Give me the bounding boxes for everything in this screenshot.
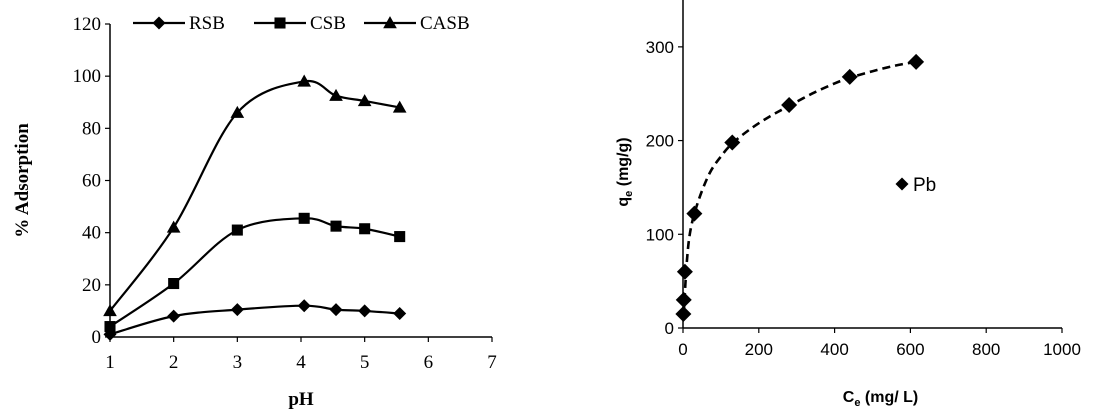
- legend: Pb: [895, 175, 936, 196]
- data-point-casb: [166, 220, 181, 233]
- legend-marker: [895, 177, 909, 191]
- fit-curve: [682, 60, 917, 315]
- x-axis-label-subscript: e: [854, 397, 860, 409]
- data-point-casb: [230, 105, 245, 118]
- data-point-csb: [231, 224, 243, 236]
- data-point-rsb: [329, 303, 343, 317]
- data-point-casb: [357, 94, 372, 107]
- series-layer: [103, 74, 407, 341]
- y-tick-label: 100: [73, 66, 102, 87]
- y-axis-label: % Adsorption: [12, 123, 33, 238]
- data-point-csb: [394, 231, 406, 243]
- legend-marker: [383, 16, 397, 29]
- data-point-pb: [781, 96, 798, 113]
- y-axis-label: qe (mg/g): [615, 137, 635, 206]
- y-axis-label-main: q: [615, 197, 632, 207]
- fit-line-layer: [682, 60, 917, 315]
- y-tick-label: 20: [82, 275, 101, 296]
- x-tick-label: 400: [820, 340, 848, 359]
- x-tick-label: 5: [360, 352, 370, 373]
- x-axis-label: pH: [288, 389, 314, 410]
- data-point-pb: [908, 53, 925, 70]
- y-axis-label-subscript: e: [623, 191, 635, 197]
- data-point-csb: [330, 220, 342, 232]
- tick-labels: 0 20 40 60 80 100 120 1 2 3 4 5 6 7: [73, 14, 497, 373]
- x-tick-label: 3: [233, 352, 243, 373]
- data-point-csb: [359, 223, 371, 235]
- data-point-rsb: [393, 307, 407, 321]
- x-tick-label: 1000: [1043, 340, 1081, 359]
- axes: [105, 23, 493, 342]
- y-tick-label: 200: [646, 132, 674, 151]
- legend-label: Pb: [913, 175, 936, 196]
- data-point-pb: [675, 291, 692, 308]
- x-tick-label: 6: [424, 352, 434, 373]
- y-tick-label: 40: [82, 223, 101, 244]
- data-point-rsb: [167, 309, 181, 323]
- x-tick-label: 200: [745, 340, 773, 359]
- data-point-csb: [298, 212, 310, 224]
- x-tick-label: 0: [678, 340, 687, 359]
- legend-label: CASB: [420, 13, 470, 34]
- x-axis-label-main: C: [843, 389, 855, 406]
- data-point-rsb: [297, 299, 311, 313]
- x-tick-label: 2: [169, 352, 179, 373]
- chart-adsorption-vs-ph: 0 20 40 60 80 100 120 1 2 3 4 5 6 7 RSB CSB CASB pH % A…: [12, 13, 497, 410]
- legend-marker: [152, 16, 166, 30]
- series-layer: [675, 53, 925, 322]
- x-axis-label: Ce (mg/ L): [843, 389, 918, 409]
- chart-qe-vs-ce: 0 100 200 300 0 200 400 600 800 1000 Pb Ce (mg/ L…: [615, 0, 1081, 409]
- legend: RSB CSB CASB: [133, 13, 470, 34]
- data-point-pb: [686, 205, 703, 222]
- x-tick-label: 4: [296, 352, 306, 373]
- tick-labels: 0 100 200 300 0 200 400 600 800 1000: [646, 38, 1081, 359]
- legend-label: RSB: [189, 13, 225, 34]
- x-tick-label: 7: [487, 352, 497, 373]
- series-line-rsb: [109, 304, 400, 336]
- data-point-casb: [329, 88, 343, 101]
- legend-label: CSB: [310, 13, 346, 34]
- data-point-rsb: [358, 304, 372, 318]
- y-axis-label-unit: (mg/g): [615, 137, 632, 190]
- data-point-casb: [297, 74, 312, 87]
- x-axis-label-unit: (mg/ L): [860, 389, 918, 406]
- data-point-pb: [676, 263, 693, 280]
- legend-marker: [274, 17, 286, 29]
- data-point-csb: [168, 278, 180, 290]
- x-tick-label: 800: [972, 340, 1000, 359]
- y-tick-label: 0: [665, 319, 674, 338]
- x-tick-label: 600: [896, 340, 924, 359]
- y-tick-label: 60: [82, 171, 101, 192]
- y-tick-label: 80: [82, 118, 101, 139]
- data-point-casb: [392, 100, 407, 113]
- data-point-pb: [841, 68, 858, 85]
- axes: [678, 0, 1063, 333]
- y-tick-label: 0: [92, 327, 102, 348]
- series-line-casb: [109, 79, 400, 312]
- data-point-pb: [724, 134, 741, 151]
- y-tick-label: 300: [646, 38, 674, 57]
- y-tick-label: 100: [646, 225, 674, 244]
- x-tick-label: 1: [105, 352, 115, 373]
- data-point-rsb: [230, 303, 244, 317]
- y-tick-label: 120: [73, 14, 102, 35]
